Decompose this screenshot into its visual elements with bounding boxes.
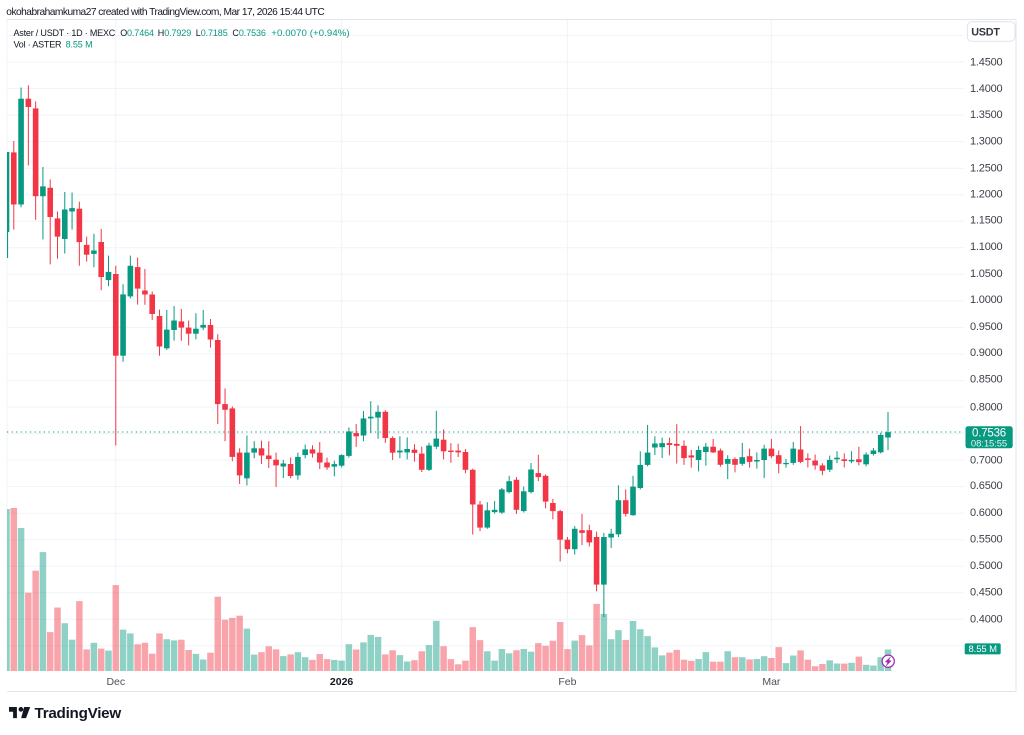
svg-text:0.7464: 0.7464 (127, 28, 154, 38)
svg-text:L: L (196, 28, 201, 38)
svg-text:0.5500: 0.5500 (970, 533, 1003, 545)
svg-text:0.7536: 0.7536 (972, 428, 1006, 440)
svg-text:08:15:55: 08:15:55 (971, 439, 1007, 450)
svg-text:Feb: Feb (558, 676, 576, 688)
svg-text:Dec: Dec (106, 676, 125, 688)
svg-text:1.3000: 1.3000 (970, 136, 1003, 148)
svg-text:1.1500: 1.1500 (970, 214, 1003, 226)
svg-text:8.55 M: 8.55 M (66, 39, 93, 49)
svg-text:0.9500: 0.9500 (970, 321, 1003, 333)
svg-text:0.7185: 0.7185 (201, 28, 228, 38)
svg-text:1.2500: 1.2500 (970, 163, 1003, 175)
svg-text:0.5000: 0.5000 (970, 560, 1003, 572)
svg-text:TradingView: TradingView (35, 705, 122, 722)
svg-text:okohabrahamkuma27 created with: okohabrahamkuma27 created with TradingVi… (6, 7, 324, 18)
svg-text:0.8500: 0.8500 (970, 374, 1003, 386)
svg-text:1.0000: 1.0000 (970, 294, 1003, 306)
svg-text:C: C (232, 28, 239, 38)
svg-text:1.4000: 1.4000 (970, 83, 1003, 95)
svg-text:1.4500: 1.4500 (970, 57, 1003, 69)
svg-text:1.1000: 1.1000 (970, 241, 1003, 253)
svg-text:Vol · ASTER: Vol · ASTER (14, 39, 63, 49)
svg-text:8.55 M: 8.55 M (968, 644, 997, 655)
svg-text:Mar: Mar (762, 676, 781, 688)
svg-text:H: H (158, 28, 165, 38)
svg-text:0.7929: 0.7929 (164, 28, 191, 38)
svg-text:1.0500: 1.0500 (970, 268, 1003, 280)
svg-text:Aster / USDT · 1D · MEXC: Aster / USDT · 1D · MEXC (14, 28, 116, 38)
svg-text:0.8000: 0.8000 (970, 401, 1003, 413)
svg-text:0.6500: 0.6500 (970, 480, 1003, 492)
svg-text:0.4500: 0.4500 (970, 587, 1003, 599)
svg-text:2026: 2026 (330, 676, 354, 688)
svg-text:0.4000: 0.4000 (970, 614, 1003, 626)
svg-text:0.7536: 0.7536 (239, 28, 266, 38)
svg-text:0.7000: 0.7000 (970, 454, 1003, 466)
svg-text:O: O (120, 28, 127, 38)
svg-text:0.6000: 0.6000 (970, 507, 1003, 519)
svg-text:1.2000: 1.2000 (970, 189, 1003, 201)
svg-text:1.3500: 1.3500 (970, 109, 1003, 121)
svg-text:+0.0070 (+0.94%): +0.0070 (+0.94%) (271, 28, 349, 39)
svg-text:0.9000: 0.9000 (970, 347, 1003, 359)
svg-text:USDT: USDT (971, 26, 1000, 38)
